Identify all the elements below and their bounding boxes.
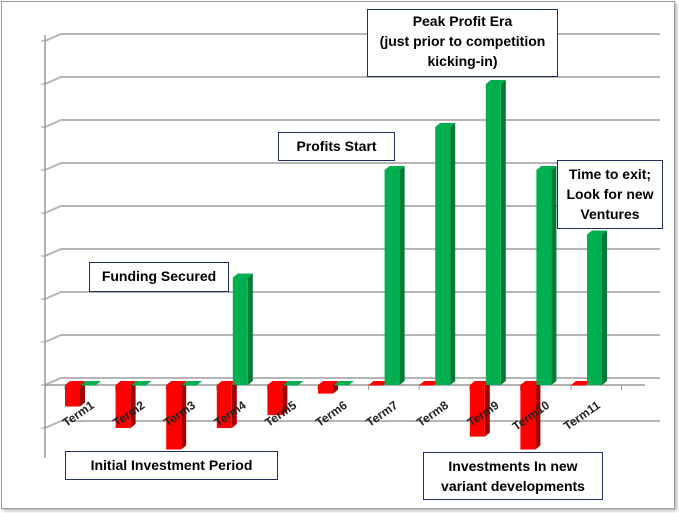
- bar-investment-term4-top: [216, 381, 237, 385]
- bar-profit-term6: [334, 385, 349, 386]
- annotation-profits-start: Profits Start: [278, 132, 395, 161]
- annotation-exit-line3: Ventures: [580, 206, 640, 222]
- bar-investment-term9-side: [484, 381, 490, 437]
- bar-profit-term9-side: [500, 80, 506, 385]
- x-tick-label: Term11: [561, 398, 603, 433]
- annotation-exit-line2: Look for new: [566, 186, 654, 202]
- gridline: [44, 33, 660, 42]
- gridline: [44, 162, 660, 171]
- bar-profit-term8-top: [435, 123, 456, 127]
- bar-profit-term7: [384, 170, 400, 385]
- bar-profit-term1: [81, 385, 96, 386]
- bar-profit-term11-top: [587, 230, 607, 235]
- annotation-exit-line1: Time to exit;: [568, 166, 652, 182]
- annotation-peak-line2: (just prior to competition: [379, 33, 546, 49]
- bar-profit-term10-side: [551, 166, 557, 385]
- bar-profit-term8: [435, 127, 451, 385]
- bar-investment-term7-top: [368, 381, 389, 385]
- annotation-reinvest-line2: variant developments: [441, 478, 585, 494]
- bar-profit-term8-side: [450, 123, 456, 385]
- gridline: [44, 420, 660, 429]
- bar-profit-term3-top: [182, 381, 203, 385]
- bar-profit-term6-top: [334, 381, 354, 385]
- bar-investment-term3-side: [181, 381, 187, 450]
- bar-profit-term4: [232, 277, 248, 385]
- annotation-time-to-exit: Time to exit; Look for new Ventures: [557, 160, 663, 229]
- gridline: [44, 334, 660, 343]
- bar-profit-term2: [131, 385, 147, 386]
- bar-investment-term8: [419, 385, 435, 386]
- bar-profit-term9-top: [485, 80, 506, 84]
- bar-investment-term10: [520, 385, 536, 450]
- annotation-peak-line3: kicking-in): [427, 53, 498, 69]
- bar-investment-term5: [267, 385, 283, 416]
- annotation-reinvest-line1: Investments In new: [448, 458, 578, 474]
- bar-investment-term2: [115, 385, 131, 428]
- gridline: [44, 248, 660, 257]
- bar-investment-term4-side: [231, 381, 237, 428]
- bar-profit-term10-top: [536, 166, 557, 170]
- bar-investment-term1-side: [80, 381, 85, 407]
- bar-investment-term10-side: [535, 381, 541, 450]
- bar-investment-term9-top: [469, 381, 490, 385]
- bar-investment-term1-top: [65, 381, 85, 385]
- x-tick-label: Term6: [313, 398, 350, 430]
- gridline: [44, 76, 660, 85]
- gridline: [44, 205, 660, 214]
- x-tick-label: Term8: [414, 398, 451, 430]
- bar-investment-term3: [166, 385, 182, 450]
- bar-profit-term7-top: [384, 166, 405, 170]
- bar-investment-term2-top: [115, 381, 136, 385]
- bar-investment-term5-top: [267, 381, 288, 385]
- bar-profit-term4-top: [232, 273, 253, 278]
- bar-investment-term10-top: [520, 381, 541, 385]
- bar-investment-term4: [216, 385, 232, 428]
- bar-investment-term6: [318, 385, 333, 394]
- annotation-initial-investment: Initial Investment Period: [65, 451, 278, 480]
- gridline: [44, 119, 660, 128]
- bar-investment-term11-top: [571, 381, 591, 385]
- bar-profit-term5-top: [283, 381, 304, 385]
- bar-investment-term9: [469, 385, 485, 437]
- bar-profit-term9: [485, 84, 501, 385]
- bar-profit-term4-side: [247, 273, 253, 385]
- bar-investment-term3-top: [166, 381, 187, 385]
- bar-investment-term5-side: [282, 381, 288, 416]
- gridline: [44, 377, 660, 386]
- bar-investment-term11: [571, 385, 586, 386]
- annotation-peak-line1: Peak Profit Era: [412, 13, 513, 29]
- annotation-funding-secured: Funding Secured: [89, 262, 229, 292]
- bar-profit-term7-side: [399, 166, 405, 385]
- gridline: [44, 291, 660, 300]
- bar-profit-term2-top: [131, 381, 152, 385]
- annotation-peak-profit: Peak Profit Era (just prior to competiti…: [367, 9, 558, 77]
- bar-profit-term3: [182, 385, 198, 386]
- bar-profit-term1-top: [81, 381, 101, 385]
- bar-investment-term1: [65, 385, 80, 407]
- bar-investment-term2-side: [130, 381, 136, 428]
- bar-investment-term8-top: [419, 381, 440, 385]
- bar-investment-term6-top: [318, 381, 338, 385]
- x-tick-label: Term7: [364, 398, 401, 430]
- bar-profit-term11: [587, 234, 602, 385]
- bar-investment-term7: [368, 385, 384, 386]
- bar-profit-term11-side: [602, 230, 607, 385]
- bar-profit-term5: [283, 385, 299, 386]
- annotation-new-variant-investments: Investments In new variant developments: [423, 452, 603, 500]
- bar-profit-term10: [536, 170, 552, 385]
